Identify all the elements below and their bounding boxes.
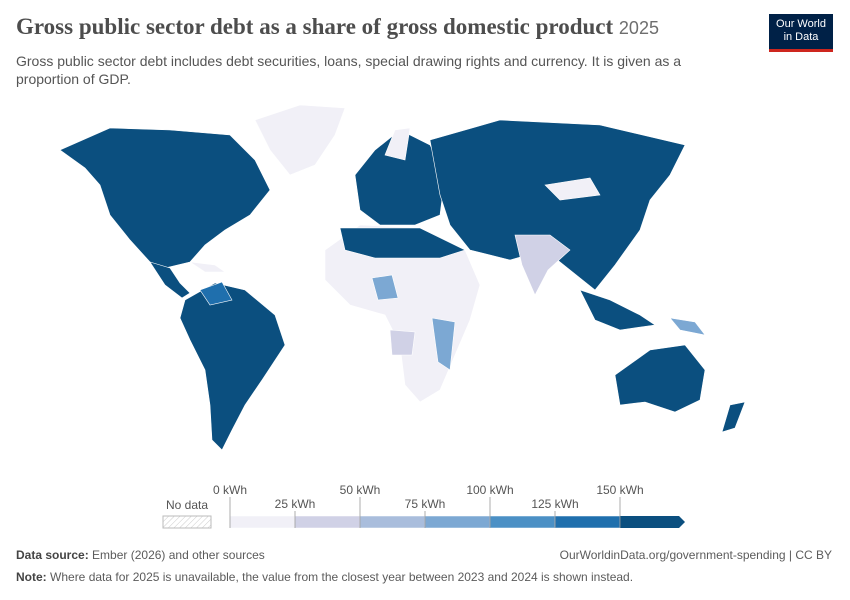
year: 2025 bbox=[618, 18, 659, 38]
title: Gross public sector debt as a share of g… bbox=[16, 14, 659, 40]
legend-tick-label: 100 kWh bbox=[466, 483, 513, 497]
url[interactable]: OurWorldinData.org/government-spending |… bbox=[559, 548, 832, 562]
angola bbox=[389, 329, 416, 356]
legend-bin bbox=[554, 515, 621, 529]
south-america bbox=[179, 282, 286, 451]
legend-bin bbox=[294, 515, 361, 529]
legend-tick-label: 0 kWh bbox=[213, 483, 247, 497]
legend-bin bbox=[620, 516, 685, 528]
scandinavia bbox=[384, 127, 411, 161]
mozambique bbox=[431, 317, 456, 371]
legend-tick-label: 75 kWh bbox=[405, 497, 446, 511]
legend-bin bbox=[424, 515, 491, 529]
legend-tick-label: 50 kWh bbox=[340, 483, 381, 497]
legend-bin bbox=[359, 515, 426, 529]
asia bbox=[429, 119, 686, 291]
caribbean bbox=[189, 261, 226, 273]
venezuela bbox=[199, 281, 233, 306]
no-data-swatch bbox=[162, 515, 212, 529]
logo-line: Our World bbox=[776, 18, 826, 30]
note-text: Where data for 2025 is unavailable, the … bbox=[50, 570, 634, 584]
no-data-label: No data bbox=[166, 498, 208, 512]
new-zealand bbox=[721, 401, 746, 433]
greenland bbox=[254, 104, 346, 176]
legend-tick-label: 125 kWh bbox=[531, 497, 578, 511]
north-africa bbox=[339, 227, 466, 259]
note: Note: Where data for 2025 is unavailable… bbox=[16, 570, 633, 584]
legend-tick-label: 150 kWh bbox=[596, 483, 643, 497]
nigeria bbox=[371, 274, 399, 301]
title-text: Gross public sector debt as a share of g… bbox=[16, 14, 614, 39]
legend-bin bbox=[229, 515, 296, 529]
north-america bbox=[59, 127, 271, 269]
southeast-asia bbox=[579, 289, 656, 331]
source-text: Ember (2026) and other sources bbox=[92, 548, 265, 562]
mongolia bbox=[544, 177, 601, 201]
australia bbox=[614, 344, 706, 413]
central-america bbox=[149, 261, 191, 299]
logo[interactable]: Our World in Data bbox=[769, 14, 833, 52]
subtitle: Gross public sector debt includes debt s… bbox=[16, 53, 682, 87]
note-label: Note: bbox=[16, 570, 47, 584]
source: Data source: Ember (2026) and other sour… bbox=[16, 548, 265, 562]
legend-tick-label: 25 kWh bbox=[275, 497, 316, 511]
logo-line: in Data bbox=[783, 31, 819, 43]
legend-bin bbox=[489, 515, 556, 529]
countries bbox=[59, 104, 746, 451]
source-label: Data source: bbox=[16, 548, 89, 562]
india bbox=[514, 234, 571, 296]
papua bbox=[669, 317, 706, 336]
legend: 0 kWh 25 kWh 50 kWh 75 kWh 100 kWh 125 kWh 150… bbox=[213, 483, 685, 529]
